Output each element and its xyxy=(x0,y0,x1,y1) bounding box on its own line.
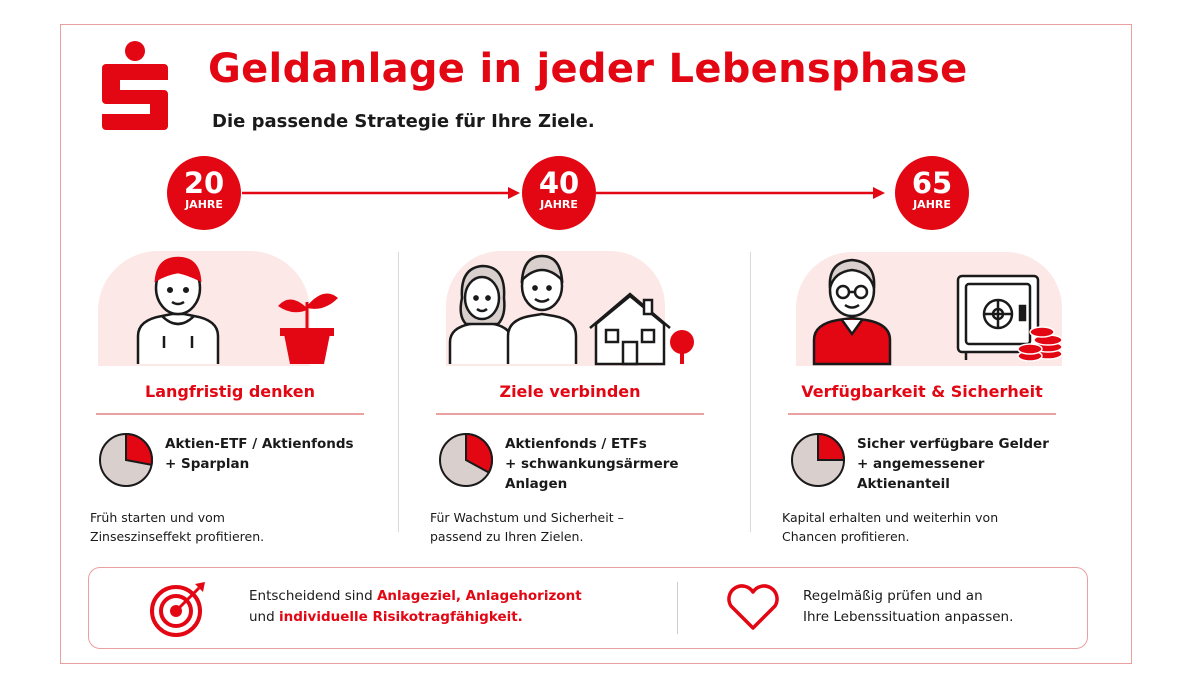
target-icon xyxy=(150,582,205,637)
age-badge-40: 40 JAHRE xyxy=(522,156,596,230)
infographic-frame xyxy=(60,24,1132,664)
safe-icon xyxy=(956,274,1040,360)
column-divider xyxy=(750,252,751,532)
phase-illustration xyxy=(796,252,1063,366)
phase-strategy: Aktienfonds / ETFs + schwankungsärmere A… xyxy=(505,436,679,492)
footer-text-right: Regelmäßig prüfen und an Ihre Lebenssitu… xyxy=(803,586,1013,628)
timeline-arrows xyxy=(242,187,885,199)
footer-box: Entscheidend sind Anlageziel, Anlagehori… xyxy=(88,567,1088,649)
footer-text-left: Entscheidend sind Anlageziel, Anlagehori… xyxy=(249,586,582,628)
equity-slice xyxy=(817,432,846,461)
phase-heading: Ziele verbinden xyxy=(499,382,641,401)
coins-icon xyxy=(1017,326,1063,362)
phase-column-20: Langfristig denken Aktien-ETF / Aktienfo… xyxy=(80,236,380,576)
phase-heading: Verfügbarkeit & Sicherheit xyxy=(801,382,1043,401)
age-unit: JAHRE xyxy=(913,198,951,211)
phase-strategy: Sicher verfügbare Gelder + angemessener … xyxy=(857,436,1049,492)
age-number: 20 xyxy=(183,166,225,200)
equity-slice xyxy=(125,432,153,467)
phase-illustration xyxy=(98,251,338,366)
heading-rule xyxy=(436,413,704,415)
footer-text: Entscheidend sind xyxy=(249,588,377,604)
sparkasse-logo-icon xyxy=(102,41,168,130)
age-unit: JAHRE xyxy=(540,198,578,211)
footer-divider xyxy=(677,582,678,634)
phase-description: Früh starten und vom Zinseszinseffekt pr… xyxy=(90,510,265,544)
page-subtitle: Die passende Strategie für Ihre Ziele. xyxy=(212,111,595,132)
age-number: 65 xyxy=(911,166,953,200)
plant-pot-icon xyxy=(278,293,338,364)
allocation-pie-chart xyxy=(99,432,153,487)
footer-text: Ihre Lebenssituation anpassen. xyxy=(803,609,1014,625)
senior-person-icon xyxy=(812,258,892,366)
couple-icon xyxy=(448,254,578,364)
footer-text: und xyxy=(249,609,279,625)
phase-description: Für Wachstum und Sicherheit – passend zu… xyxy=(430,510,624,544)
allocation-pie-chart xyxy=(439,432,493,487)
phase-illustration xyxy=(446,251,694,366)
page-title: Geldanlage in jeder Lebensphase xyxy=(208,46,968,92)
heart-icon xyxy=(727,584,779,630)
age-badge-65: 65 JAHRE xyxy=(895,156,969,230)
phase-column-40: Ziele verbinden Aktienfonds / ETFs + sch… xyxy=(420,236,720,576)
phase-column-65: Verfügbarkeit & Sicherheit Sicher verfüg… xyxy=(772,236,1072,576)
phase-description: Kapital erhalten und weiterhin von Chanc… xyxy=(782,510,999,544)
heading-rule xyxy=(788,413,1056,415)
house-icon xyxy=(589,292,671,366)
age-number: 40 xyxy=(538,166,580,200)
phase-heading: Langfristig denken xyxy=(145,382,315,401)
young-person-icon xyxy=(136,256,220,364)
allocation-pie-chart xyxy=(791,432,846,487)
footer-text: Regelmäßig prüfen und an xyxy=(803,588,983,604)
footer-highlight: Anlageziel, Anlagehorizont xyxy=(376,588,582,604)
age-unit: JAHRE xyxy=(185,198,223,211)
phase-strategy: Aktien-ETF / Aktienfonds + Sparplan xyxy=(165,436,354,472)
footer-highlight: individuelle Risikotragfähigkeit. xyxy=(278,609,523,625)
age-badge-20: 20 JAHRE xyxy=(167,156,241,230)
tree-icon xyxy=(670,330,694,364)
column-divider xyxy=(398,252,399,532)
heading-rule xyxy=(96,413,364,415)
equity-slice xyxy=(465,432,493,474)
